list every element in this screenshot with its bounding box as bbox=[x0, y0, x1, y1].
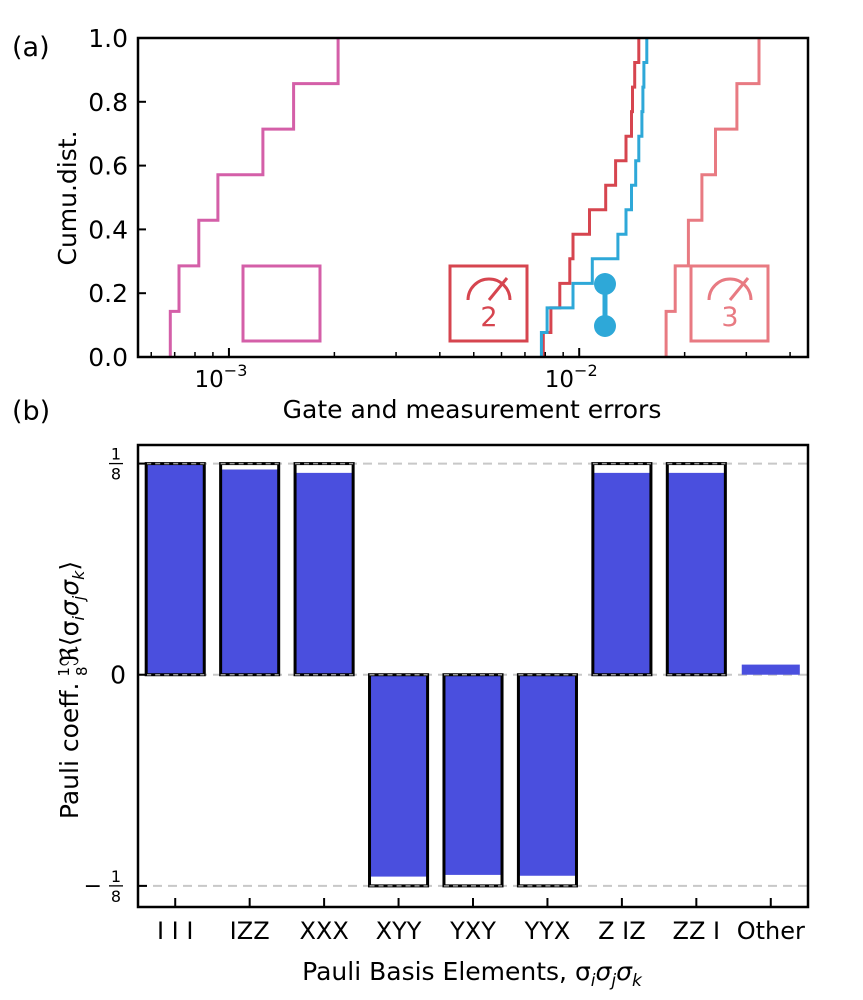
panel-label-a: (a) bbox=[12, 32, 50, 63]
cdf-y-tick-label: 0.2 bbox=[88, 279, 128, 308]
bar-x-tick-label: YYX bbox=[524, 917, 571, 945]
bar-measured-8 bbox=[667, 472, 726, 675]
cdf-y-tick-label: 0.8 bbox=[88, 88, 128, 117]
bar-x-tick-label: XYY bbox=[376, 917, 422, 945]
legend-icons: 2 3 bbox=[241, 264, 770, 343]
cdf-y-tick-label: 1.0 bbox=[88, 24, 128, 53]
bar-x-tick-label: YXY bbox=[449, 917, 496, 945]
cdf-x-axis-label: Gate and measurement errors bbox=[283, 395, 662, 424]
bar-series bbox=[144, 462, 800, 888]
bar-measured-7 bbox=[592, 472, 651, 675]
two-qubit-gate-icon bbox=[594, 273, 616, 337]
cdf-y-axis-label: Cumu.dist. bbox=[53, 130, 82, 265]
cdf-series-group bbox=[168, 38, 761, 357]
bar-y-tick-label: 0 bbox=[110, 661, 126, 690]
cdf-x-tick-label: 10−3 bbox=[195, 361, 248, 393]
two-qubit-measurement-icon: 2 bbox=[448, 264, 529, 343]
bar-y-tick-label-fraction: −18 bbox=[84, 867, 123, 906]
bar-y-axis-label: Pauli coeff.18ℜ⟨σiσjσk⟩ bbox=[55, 561, 91, 819]
bar-measured-3 bbox=[295, 472, 354, 675]
bar-measured-9 bbox=[741, 664, 800, 675]
bar-y-tick-label-fraction: 18 bbox=[109, 445, 123, 484]
cdf-y-tick-label: 0.4 bbox=[88, 215, 128, 244]
svg-text:−: − bbox=[84, 874, 102, 899]
panel-label-b: (b) bbox=[12, 396, 50, 427]
svg-text:1: 1 bbox=[111, 445, 121, 464]
cdf-y-tick-label: 0.0 bbox=[88, 343, 128, 372]
bar-x-tick-label: Z IZ bbox=[598, 917, 646, 945]
three-qubit-measurement-icon: 3 bbox=[689, 264, 770, 343]
cdf-y-tick-label: 0.6 bbox=[88, 152, 128, 181]
svg-text:8: 8 bbox=[111, 465, 121, 484]
measurement-qubit-count-2: 2 bbox=[480, 302, 497, 333]
svg-text:1: 1 bbox=[111, 867, 121, 886]
bar-measured-2 bbox=[220, 469, 279, 675]
cdf-series-1-line bbox=[168, 38, 340, 357]
bar-x-tick-label: XXX bbox=[299, 917, 348, 945]
bar-measured-4 bbox=[369, 674, 428, 877]
cdf-chart: 2 3 0.0 0.2 0.4 0.6 0.8 1.0 10−3 10−2 Gate and … bbox=[53, 24, 810, 424]
single-qubit-gate-icon bbox=[241, 264, 322, 343]
bar-measured-5 bbox=[443, 674, 503, 875]
cdf-series-4-line bbox=[664, 38, 761, 357]
svg-text:8: 8 bbox=[111, 887, 121, 906]
cdf-series-2-line bbox=[541, 38, 641, 357]
svg-text:Pauli coeff.18ℜ⟨σiσjσk⟩: Pauli coeff.18ℜ⟨σiσjσk⟩ bbox=[55, 561, 91, 819]
bar-x-tick-label: I I I bbox=[157, 917, 194, 945]
bar-x-tick-label: Other bbox=[737, 917, 805, 945]
measurement-qubit-count-3: 3 bbox=[721, 302, 738, 333]
bar-x-tick-label: IZZ bbox=[230, 917, 270, 945]
cdf-plot-frame bbox=[136, 36, 810, 359]
bar-measured-1 bbox=[146, 463, 205, 675]
cdf-series-3-line bbox=[539, 38, 649, 357]
bar-measured-6 bbox=[518, 674, 577, 876]
cdf-axes: 0.0 0.2 0.4 0.6 0.8 1.0 10−3 10−2 bbox=[88, 24, 810, 393]
bar-x-axis-label: Pauli Basis Elements, σiσjσk bbox=[302, 957, 643, 991]
cdf-x-tick-label: 10−2 bbox=[545, 361, 598, 393]
bar-x-tick-label: ZZ I bbox=[673, 917, 721, 945]
